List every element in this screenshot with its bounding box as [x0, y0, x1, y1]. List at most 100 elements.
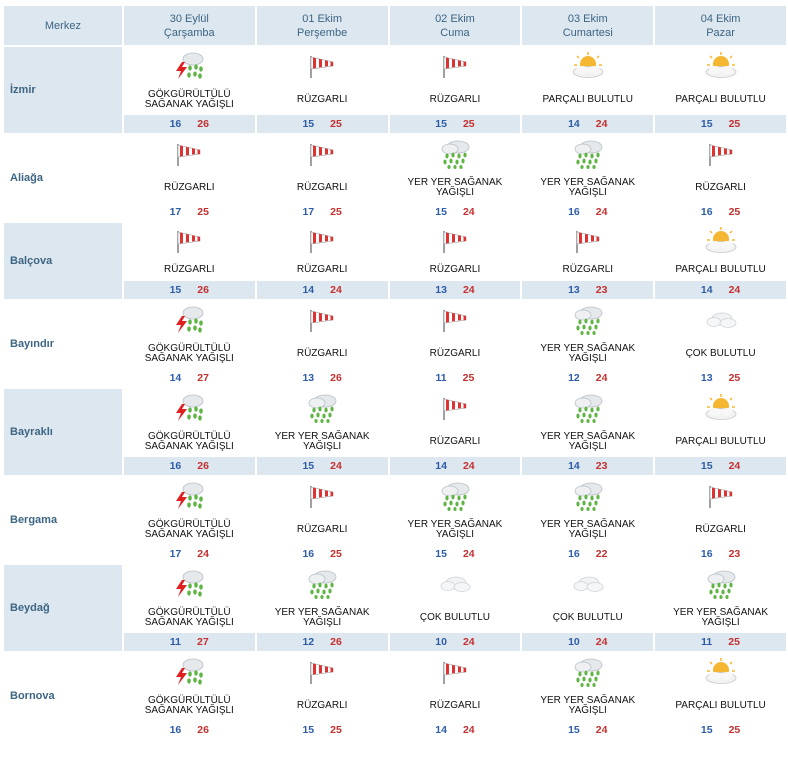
- max-temperature: 24: [595, 372, 608, 384]
- condition-text: YER YER SAĞANAK YAĞIŞLI: [389, 515, 521, 545]
- temperature-range: 10 24: [522, 633, 653, 651]
- cloudy-icon: [655, 301, 786, 339]
- condition-text: RÜZGARLI: [256, 173, 388, 203]
- min-temperature: 12: [568, 372, 580, 384]
- max-temperature: 24: [330, 460, 342, 472]
- condition-text: RÜZGARLI: [256, 339, 388, 369]
- condition-text: YER YER SAĞANAK YAĞIŞLI: [522, 339, 654, 369]
- max-temperature: 24: [595, 206, 608, 218]
- showers-icon: [256, 389, 388, 427]
- max-temperature: 25: [728, 372, 741, 384]
- min-temperature: 14: [435, 460, 447, 472]
- max-temperature: 26: [197, 118, 209, 130]
- cloudy-icon: [389, 565, 521, 603]
- header-weekday: Pazar: [706, 26, 735, 39]
- forecast-cell: RÜZGARLI 15 25: [256, 47, 388, 133]
- temperature-range: 13 23: [522, 281, 653, 299]
- city-name[interactable]: Balçova: [4, 223, 122, 299]
- max-temperature: 24: [462, 460, 475, 472]
- max-temperature: 26: [197, 724, 209, 736]
- temperature-range: 13 24: [390, 281, 521, 299]
- min-temperature: 15: [700, 460, 713, 472]
- condition-text: RÜZGARLI: [123, 173, 255, 203]
- header-date: 02 Ekim: [435, 12, 475, 25]
- city-name[interactable]: İzmir: [4, 47, 122, 133]
- forecast-cell: RÜZGARLI 14 24: [256, 223, 388, 299]
- min-temperature: 11: [435, 372, 447, 384]
- windsock-icon: [389, 653, 521, 691]
- condition-text: GÖKGÜRÜLTÜLÜ SAĞANAK YAĞIŞLI: [123, 427, 255, 457]
- forecast-cell: RÜZGARLI 13 23: [522, 223, 654, 299]
- thunder-rain-icon: [123, 389, 255, 427]
- condition-text: ÇOK BULUTLU: [655, 339, 786, 369]
- header-day: 02 Ekim Cuma: [389, 6, 521, 45]
- temperature-range: 16 26: [124, 115, 255, 133]
- condition-text: RÜZGARLI: [256, 515, 388, 545]
- temperature-range: 14 24: [522, 115, 653, 133]
- condition-text: RÜZGARLI: [522, 259, 654, 281]
- windsock-icon: [522, 223, 654, 259]
- forecast-cell: YER YER SAĞANAK YAĞIŞLI 14 23: [522, 389, 654, 475]
- max-temperature: 24: [595, 118, 608, 130]
- windsock-icon: [256, 477, 388, 515]
- min-temperature: 16: [568, 548, 580, 560]
- max-temperature: 24: [728, 460, 741, 472]
- condition-text: RÜZGARLI: [389, 691, 521, 721]
- windsock-icon: [655, 135, 786, 173]
- min-temperature: 14: [700, 284, 713, 296]
- city-name[interactable]: Bornova: [4, 653, 122, 739]
- partly-cloudy-icon: [655, 47, 786, 85]
- forecast-cell: YER YER SAĞANAK YAĞIŞLI 15 24: [389, 135, 521, 221]
- windsock-icon: [389, 301, 521, 339]
- city-name[interactable]: Bayındır: [4, 301, 122, 387]
- min-temperature: 16: [700, 548, 713, 560]
- max-temperature: 25: [197, 206, 209, 218]
- header-weekday: Çarşamba: [163, 26, 215, 39]
- condition-text: RÜZGARLI: [256, 259, 388, 281]
- temperature-range: 11 27: [124, 633, 255, 651]
- forecast-cell: YER YER SAĞANAK YAĞIŞLI 15 24: [256, 389, 388, 475]
- temperature-range: 14 23: [522, 457, 653, 475]
- max-temperature: 25: [330, 724, 342, 736]
- max-temperature: 27: [197, 372, 209, 384]
- temperature-range: 16 23: [655, 545, 786, 563]
- condition-text: YER YER SAĞANAK YAĞIŞLI: [256, 427, 388, 457]
- temperature-range: 16 22: [522, 545, 654, 563]
- max-temperature: 25: [462, 372, 475, 384]
- condition-text: GÖKGÜRÜLTÜLÜ SAĞANAK YAĞIŞLI: [123, 603, 255, 633]
- max-temperature: 24: [595, 724, 608, 736]
- forecast-cell: YER YER SAĞANAK YAĞIŞLI 16 22: [522, 477, 654, 563]
- condition-text: YER YER SAĞANAK YAĞIŞLI: [256, 603, 388, 633]
- min-temperature: 15: [435, 206, 447, 218]
- min-temperature: 15: [435, 548, 447, 560]
- forecast-cell: YER YER SAĞANAK YAĞIŞLI 15 24: [522, 653, 654, 739]
- windsock-icon: [123, 135, 255, 173]
- forecast-cell: PARÇALI BULUTLU 14 24: [522, 47, 654, 133]
- max-temperature: 24: [197, 548, 209, 560]
- forecast-cell: RÜZGARLI 11 25: [389, 301, 521, 387]
- min-temperature: 14: [568, 118, 580, 130]
- min-temperature: 16: [169, 724, 182, 736]
- max-temperature: 26: [197, 284, 209, 296]
- table-row: Bornova GÖKGÜRÜLTÜLÜ SAĞANAK YAĞIŞLI 16 26 R…: [4, 653, 786, 739]
- temperature-range: 14 24: [389, 721, 521, 739]
- temperature-range: 15 25: [256, 721, 388, 739]
- city-name[interactable]: Beydağ: [4, 565, 122, 651]
- max-temperature: 23: [728, 548, 741, 560]
- max-temperature: 23: [595, 460, 608, 472]
- condition-text: YER YER SAĞANAK YAĞIŞLI: [522, 173, 654, 203]
- table-row: Aliağa RÜZGARLI 17 25 RÜZGARLI 17 25 YER YER SA…: [4, 135, 786, 221]
- min-temperature: 15: [700, 724, 713, 736]
- city-name[interactable]: Bayraklı: [4, 389, 122, 475]
- forecast-cell: RÜZGARLI 13 24: [389, 223, 521, 299]
- max-temperature: 23: [595, 284, 608, 296]
- windsock-icon: [256, 653, 388, 691]
- condition-text: PARÇALI BULUTLU: [655, 427, 786, 457]
- windsock-icon: [389, 47, 521, 85]
- city-name[interactable]: Bergama: [4, 477, 122, 563]
- forecast-cell: RÜZGARLI 16 23: [655, 477, 786, 563]
- condition-text: ÇOK BULUTLU: [522, 603, 654, 633]
- temperature-range: 11 25: [389, 369, 521, 387]
- city-name[interactable]: Aliağa: [4, 135, 122, 221]
- table-row: İzmir GÖKGÜRÜLTÜLÜ SAĞANAK YAĞIŞLI 16 26 RÜZ…: [4, 47, 786, 133]
